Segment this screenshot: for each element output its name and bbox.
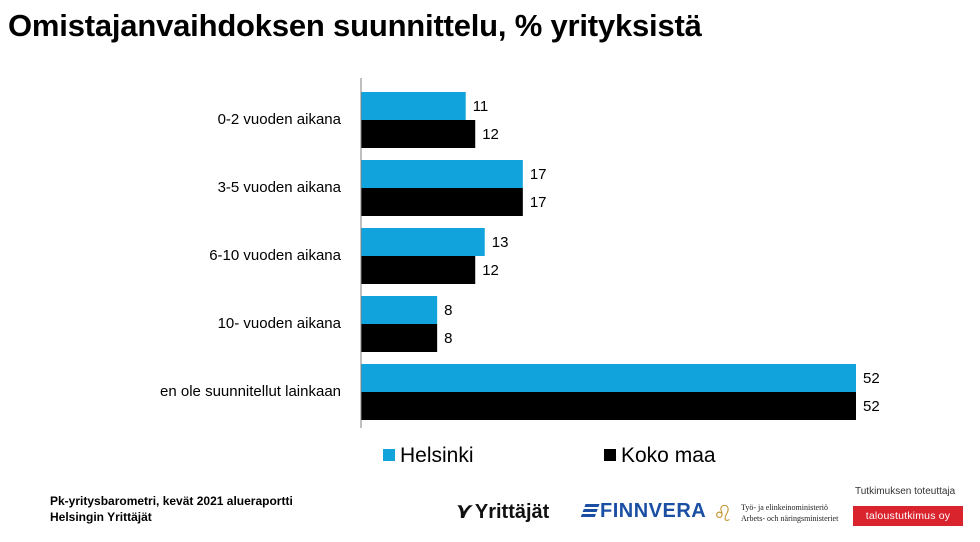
bar-chart: 0-2 vuoden aikana 11 12 3-5 vuoden aikana 17… xyxy=(160,78,880,467)
bar-koko-maa xyxy=(361,120,476,148)
data-label: 8 xyxy=(444,330,452,347)
taloustutkimus-logo-box: taloustutkimus oy xyxy=(853,506,963,526)
category-label: en ole suunnitellut lainkaan xyxy=(160,383,341,400)
yrittajat-logo-text: Yrittäjät xyxy=(474,501,550,523)
data-label: 17 xyxy=(530,194,547,211)
data-label: 12 xyxy=(482,126,499,143)
category-label: 3-5 vuoden aikana xyxy=(218,179,342,196)
yrittajat-mark-icon: ⋎ xyxy=(452,498,476,523)
finnvera-logo-text: FINNVERA xyxy=(600,500,707,522)
bar-koko-maa xyxy=(361,392,856,420)
data-label: 52 xyxy=(863,370,880,387)
bar-helsinki xyxy=(361,364,856,392)
legend-label: Koko maa xyxy=(621,444,716,467)
chart-title: Omistajanvaihdoksen suunnittelu, % yrity… xyxy=(8,8,702,43)
category-label: 6-10 vuoden aikana xyxy=(209,247,341,264)
yrittajat-logo: ⋎Yrittäjät xyxy=(452,498,550,524)
legend-swatch xyxy=(383,449,395,461)
data-label: 13 xyxy=(492,234,509,251)
category-label: 10- vuoden aikana xyxy=(218,315,342,332)
bar-koko-maa xyxy=(361,256,476,284)
bar-helsinki xyxy=(361,92,466,120)
lion-crest-icon: ♌ xyxy=(713,501,733,526)
tem-logo-line-2: Arbets- och näringsministeriet xyxy=(741,514,839,523)
tem-logo-text: Työ- ja elinkeinoministeriö Arbets- och … xyxy=(741,502,838,524)
data-label: 11 xyxy=(473,98,489,115)
logo-row: ⋎Yrittäjät FINNVERA ♌ Työ- ja elinkeinom… xyxy=(452,486,975,536)
bar-helsinki xyxy=(361,296,438,324)
bar-helsinki xyxy=(361,228,485,256)
data-label: 12 xyxy=(482,262,499,279)
category-label: 0-2 vuoden aikana xyxy=(218,111,342,128)
bar-helsinki xyxy=(361,160,523,188)
finnvera-stripes-icon xyxy=(580,504,600,518)
bar-koko-maa xyxy=(361,324,438,352)
data-label: 52 xyxy=(863,398,880,415)
finnvera-logo: FINNVERA xyxy=(580,500,707,523)
data-label: 8 xyxy=(444,302,452,319)
data-label: 17 xyxy=(530,166,547,183)
legend-swatch xyxy=(604,449,616,461)
taloustutkimus-logo: Tutkimuksen toteuttaja taloustutkimus oy xyxy=(853,486,975,536)
legend-label: Helsinki xyxy=(400,444,474,467)
research-by-caption: Tutkimuksen toteuttaja xyxy=(855,486,956,497)
source-line-2: Helsingin Yrittäjät xyxy=(50,510,152,524)
tem-logo-line-1: Työ- ja elinkeinoministeriö xyxy=(741,503,828,512)
bar-koko-maa xyxy=(361,188,523,216)
source-line-1: Pk-yritysbarometri, kevät 2021 aluerapor… xyxy=(50,494,293,508)
source-note: Pk-yritysbarometri, kevät 2021 aluerapor… xyxy=(50,493,293,525)
tem-logo: ♌ Työ- ja elinkeinoministeriö Arbets- oc… xyxy=(713,498,843,530)
